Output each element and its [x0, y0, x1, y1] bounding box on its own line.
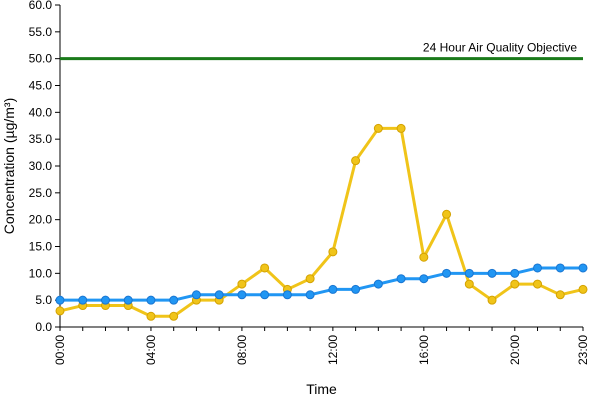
data-point — [169, 311, 179, 321]
data-point — [237, 279, 247, 289]
data-point — [282, 290, 292, 300]
y-tick-label: 60.0 — [29, 0, 53, 12]
x-tick-label: 08:00 — [235, 335, 249, 365]
y-axis-ticks: 0.0 5.0 10.0 15.0 20.0 25.0 30.0 35.0 40.0 45.0 50… — [29, 0, 60, 334]
x-tick-label: 23:00 — [576, 335, 590, 365]
x-tick-label: 12:00 — [326, 335, 340, 365]
x-tick-label: 00:00 — [53, 335, 67, 365]
data-point — [214, 290, 224, 300]
data-point — [123, 295, 133, 305]
data-point — [328, 247, 338, 257]
data-point — [146, 311, 156, 321]
data-point — [260, 290, 270, 300]
data-point — [237, 290, 247, 300]
data-point — [419, 252, 429, 262]
y-tick-label: 40.0 — [29, 105, 53, 119]
data-point — [396, 123, 406, 133]
data-point — [578, 263, 588, 273]
y-tick-label: 5.0 — [35, 293, 52, 307]
data-point — [100, 295, 110, 305]
data-point — [169, 295, 179, 305]
x-tick-label: 16:00 — [417, 335, 431, 365]
data-point — [533, 279, 543, 289]
data-point — [55, 306, 65, 316]
y-tick-label: 35.0 — [29, 132, 53, 146]
y-tick-label: 55.0 — [29, 25, 53, 39]
data-point — [555, 290, 565, 300]
data-point — [487, 295, 497, 305]
y-tick-label: 50.0 — [29, 52, 53, 66]
data-point — [191, 290, 201, 300]
y-tick-label: 0.0 — [35, 320, 52, 334]
data-point — [305, 290, 315, 300]
series-line — [60, 266, 583, 302]
data-point — [578, 284, 588, 294]
data-point — [533, 263, 543, 273]
y-tick-label: 25.0 — [29, 186, 53, 200]
data-point — [464, 279, 474, 289]
x-axis-title: Time — [306, 381, 337, 397]
series-2 — [55, 263, 588, 305]
data-point — [373, 123, 383, 133]
series-group — [55, 123, 588, 321]
x-tick-label: 04:00 — [144, 335, 158, 365]
data-point — [510, 279, 520, 289]
series-line — [59, 126, 584, 318]
data-point — [260, 263, 270, 273]
data-point — [305, 274, 315, 284]
y-tick-label: 15.0 — [29, 240, 53, 254]
data-point — [510, 268, 520, 278]
y-tick-label: 30.0 — [29, 159, 53, 173]
data-point — [55, 295, 65, 305]
data-point — [78, 295, 88, 305]
y-tick-label: 45.0 — [29, 79, 53, 93]
data-point — [464, 268, 474, 278]
y-tick-label: 10.0 — [29, 266, 53, 280]
data-point — [351, 156, 361, 166]
data-point — [442, 268, 452, 278]
data-point — [351, 284, 361, 294]
data-point — [373, 279, 383, 289]
data-point — [146, 295, 156, 305]
y-axis-title: Concentration (µg/m³) — [1, 98, 17, 234]
reference-line-group: 24 Hour Air Quality Objective — [60, 41, 583, 61]
data-point — [555, 263, 565, 273]
data-point — [328, 284, 338, 294]
data-point — [442, 209, 452, 219]
air-quality-objective-label: 24 Hour Air Quality Objective — [423, 41, 577, 55]
x-tick-label: 20:00 — [508, 335, 522, 365]
y-tick-label: 20.0 — [29, 213, 53, 227]
x-axis-ticks: 00:00 04:00 08:00 12:00 16:00 20:00 23:00 — [53, 327, 590, 365]
data-point — [419, 274, 429, 284]
data-point — [487, 268, 497, 278]
data-point — [396, 274, 406, 284]
